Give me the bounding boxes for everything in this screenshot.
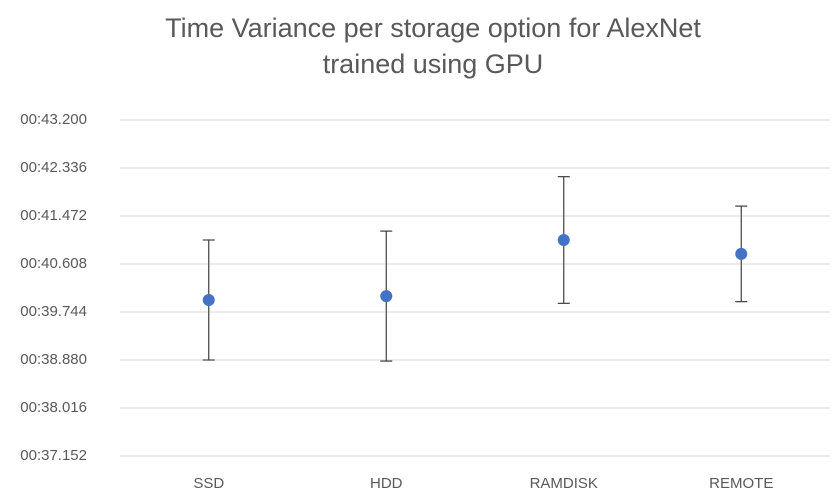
x-tick-label: SSD	[193, 475, 224, 491]
point	[735, 247, 748, 260]
y-tick-label: 00:37.152	[20, 447, 87, 464]
x-tick-label: REMOTE	[709, 475, 773, 491]
x-tick-label: HDD	[370, 475, 403, 491]
y-tick-label: 00:39.744	[20, 303, 87, 320]
chart-title: Time Variance per storage option for Ale…	[165, 13, 701, 79]
x-tick-label: RAMDISK	[530, 475, 598, 491]
y-tick-label: 00:38.016	[20, 399, 87, 416]
y-tick-label: 00:38.880	[20, 351, 87, 368]
point	[202, 294, 215, 306]
y-tick-label: 00:42.336	[20, 159, 87, 176]
y-tick-label: 00:43.200	[20, 111, 87, 128]
point	[380, 290, 393, 303]
y-tick-label: 00:41.472	[20, 207, 87, 224]
y-tick-label: 00:40.608	[20, 255, 87, 272]
point	[557, 234, 570, 246]
